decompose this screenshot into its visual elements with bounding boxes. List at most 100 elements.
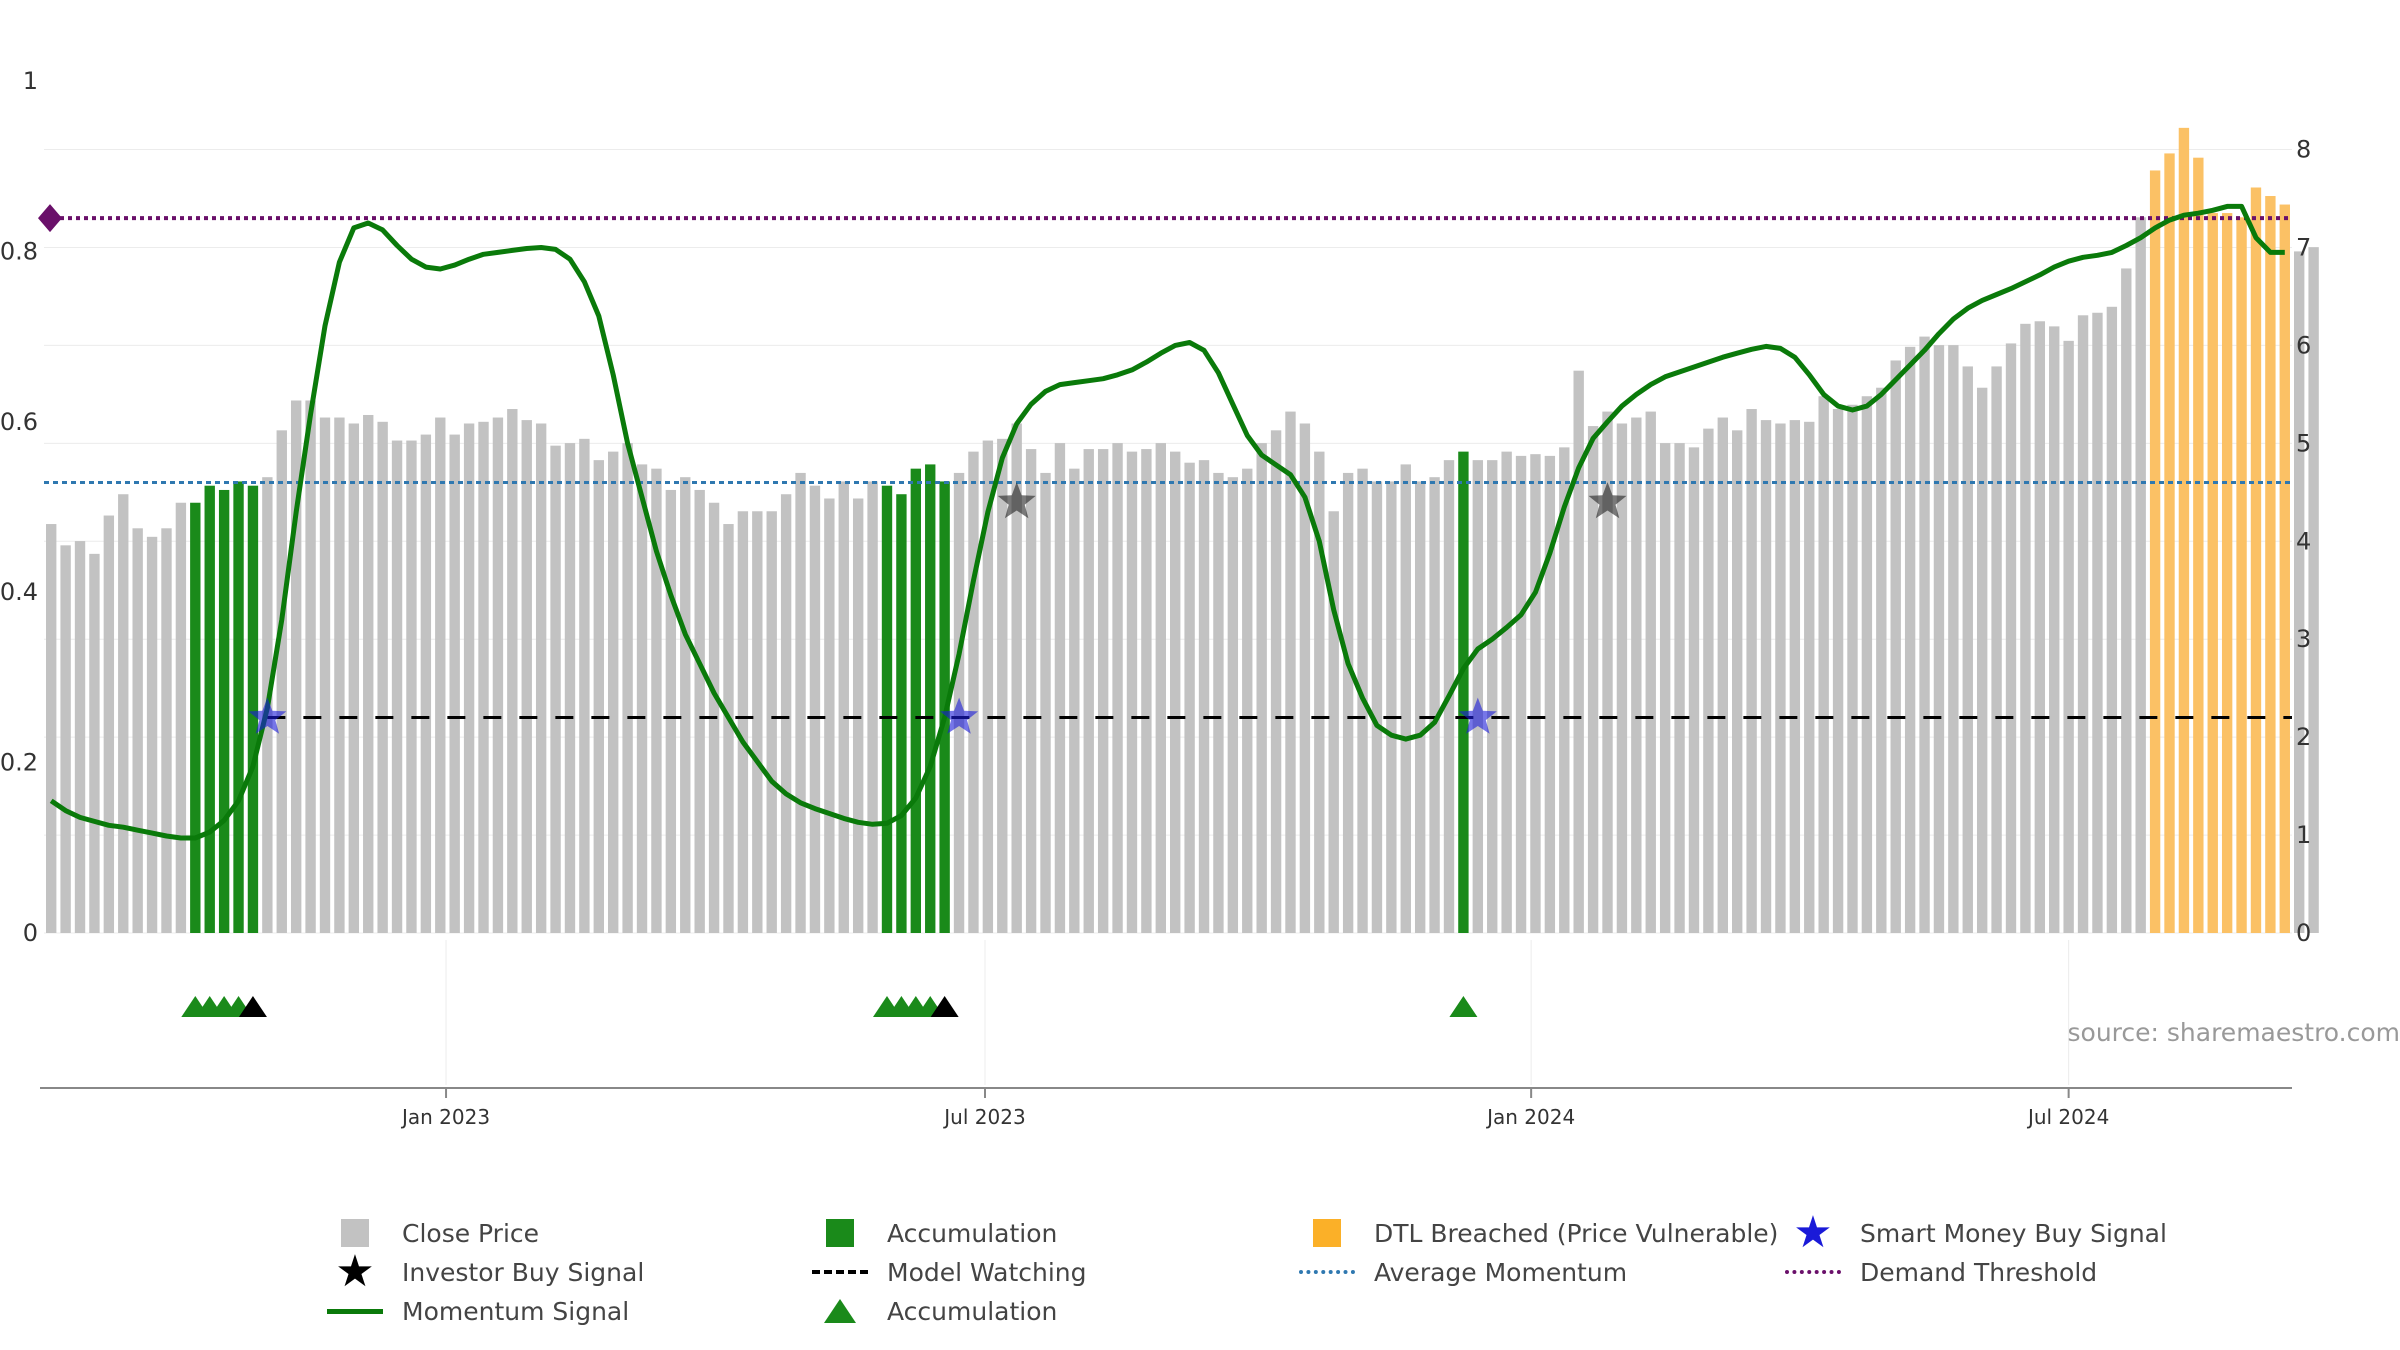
close-price-bar [391,440,403,933]
accumulation-bar [247,485,259,933]
close-price-bar [550,445,561,933]
close-price-bar [1804,421,1815,933]
close-price-bar [1299,423,1311,933]
close-price-bar [1948,345,1959,933]
close-price-bar [1659,443,1671,933]
investor-buy-signal [997,482,1036,519]
close-price-bar [1760,420,1772,933]
dtl-breached-bar [2265,196,2276,933]
close-price-bar [1616,423,1628,933]
close-price-bar [1314,451,1325,933]
close-price-bar [60,545,71,933]
close-price-bar [319,417,331,933]
close-price-bar [867,481,878,933]
close-price-bar [809,485,821,933]
lines [38,203,2292,841]
smart-money-signal [940,697,979,734]
close-price-bar [420,434,432,933]
close-price-bar [2005,343,2017,933]
close-price-bar [2308,247,2319,933]
model-watching-marker [238,996,267,1017]
close-price-bar [2135,217,2146,933]
y-left-tick-label: 0.6 [0,408,38,436]
close-price-bar [478,421,489,933]
close-price-bar [1559,447,1570,933]
y-left-tick-label: 0 [23,919,38,947]
close-price-bar [348,423,360,933]
close-price-bar [982,440,994,933]
accumulation-marker [1449,996,1478,1017]
x-tick-label: Jul 2024 [2026,1105,2109,1129]
close-price-bar [1746,409,1757,933]
close-price-bar [1126,451,1138,933]
close-price-bar [636,464,648,933]
accumulation-bar [896,494,907,933]
close-price-bar [1688,447,1700,933]
close-price-bar [1328,511,1339,933]
close-price-bar [103,515,115,933]
y-right-tick-label: 5 [2296,429,2311,457]
close-price-bar [608,451,619,933]
close-price-bar [2294,251,2305,933]
accumulation-bar [218,489,230,933]
close-price-bar [1602,411,1613,933]
close-price-bar [535,423,547,933]
close-price-bar [579,438,590,933]
dtl-breached-bar [2279,204,2290,934]
close-price-bar [564,443,576,933]
x-tick-label: Jan 2024 [1485,1105,1575,1129]
close-price-bar [723,524,734,933]
close-price-bar [780,494,792,933]
close-price-bar [1141,449,1152,933]
close-price-bar [1847,404,1858,933]
close-price-bar [1991,366,2002,933]
close-price-bar [694,489,705,933]
close-price-bar [1487,460,1498,933]
close-price-bar [1732,430,1743,933]
close-price-bar [132,528,143,933]
close-price-bar [1400,464,1411,933]
investor-buy-signal [1588,482,1627,519]
accumulation-bar [233,481,244,933]
close-price-bar [2121,268,2132,933]
close-price-bar [1429,477,1440,933]
close-price-bar [305,400,316,933]
model-watching-marker [930,996,959,1017]
close-price-bar [118,494,129,933]
close-price-bar [1069,468,1080,933]
close-price-bar [766,511,777,933]
smart-money-signal [1458,697,1497,734]
close-price-bar [622,443,633,933]
close-price-bar [46,524,57,933]
close-price-bar [1717,417,1728,933]
y-right-tick-label: 1 [2296,821,2311,849]
dtl-breached-bar [2236,217,2247,933]
close-price-bar [1631,417,1642,933]
dtl-breached-bar [2164,153,2175,934]
close-price-bar [1097,449,1109,933]
close-price-bar [824,498,835,933]
close-price-bar [1573,370,1584,933]
close-price-bar [1587,426,1599,933]
close-price-bar [838,481,849,933]
y-right-tick-label: 2 [2296,723,2311,751]
close-price-bar [1501,451,1512,933]
close-price-bar [492,417,504,933]
close-price-bar [680,477,691,933]
close-price-bar [89,553,100,933]
close-price-bar [2092,312,2103,933]
close-price-bar [1976,387,1988,934]
close-price-bar [997,438,1008,933]
bars [46,127,2319,934]
close-price-bar [2063,340,2074,933]
close-price-bar [1170,451,1181,933]
close-price-bar [593,460,604,933]
close-price-bar [161,528,172,933]
close-price-bar [1890,360,1901,933]
y-left-tick-label: 0.4 [0,578,38,606]
close-price-bar [2020,323,2031,933]
close-price-bar [1198,460,1210,933]
close-price-bar [276,430,287,933]
